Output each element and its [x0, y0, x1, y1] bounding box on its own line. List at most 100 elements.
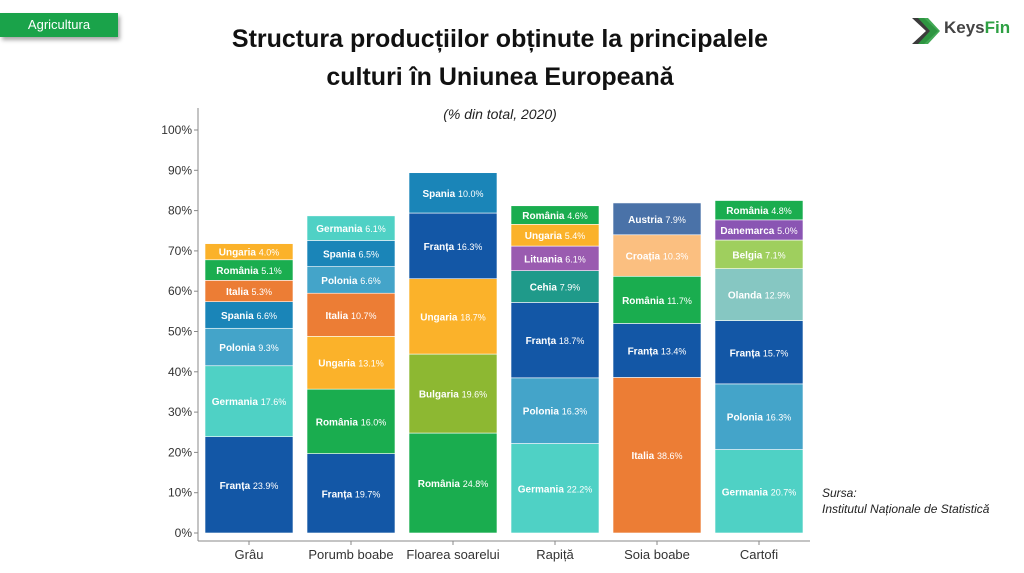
segment-value: 16.0% [361, 417, 387, 427]
bar-segment-label: Polonia 6.6% [321, 276, 380, 287]
bar-segment [510, 245, 600, 271]
segment-country: Ungaria [525, 231, 565, 242]
bar-segment-label: Ungaria 5.4% [525, 231, 586, 242]
bar-segment [510, 205, 600, 225]
segment-value: 6.1% [565, 254, 586, 264]
segment-value: 4.6% [567, 211, 588, 221]
segment-country: Belgia [732, 250, 765, 261]
bar-segment-label: România 5.1% [216, 266, 282, 277]
bar-segment [204, 301, 294, 329]
bar-segment-label: Croația 10.3% [626, 252, 689, 263]
bar-segment-label: Lituania 6.1% [524, 254, 586, 265]
segment-value: 16.3% [766, 413, 792, 423]
segment-country: Germania [518, 484, 567, 495]
segment-country: Germania [316, 224, 365, 235]
segment-country: Austria [628, 215, 665, 226]
segment-country: România [216, 266, 261, 277]
bar-segment [714, 268, 804, 321]
bar-segment [408, 172, 498, 214]
bar-segment-label: Belgia 7.1% [732, 250, 785, 261]
segment-country: Ungaria [219, 248, 259, 259]
bar-segment [612, 275, 702, 324]
source-label: Sursa: [822, 486, 857, 500]
segment-country: Spania [422, 189, 458, 200]
bar-segment-label: România 24.8% [418, 479, 489, 490]
y-tick-label: 0% [175, 526, 193, 540]
bar-segment [714, 383, 804, 450]
segment-value: 6.1% [365, 224, 386, 234]
bar-segment [204, 243, 294, 261]
y-tick-label: 70% [168, 244, 192, 258]
bar-segment-label: Germania 20.7% [722, 487, 796, 498]
bar-segment-label: Franța 23.9% [220, 481, 279, 492]
segment-country: Lituania [524, 254, 565, 265]
bar-segment [510, 302, 600, 379]
segment-country: Polonia [219, 343, 258, 354]
segment-country: Franța [220, 481, 253, 492]
bar-segment-label: Franța 15.7% [730, 348, 789, 359]
segment-country: România [522, 211, 567, 222]
bar-segment-label: Franța 13.4% [628, 346, 687, 357]
segment-value: 23.9% [253, 481, 279, 491]
bar-segment-label: Cehia 7.9% [530, 283, 581, 294]
segment-value: 18.7% [460, 312, 486, 322]
bar-segment [714, 200, 804, 221]
segment-country: Franța [628, 346, 661, 357]
bar-segment-label: Ungaria 4.0% [219, 248, 280, 259]
segment-value: 5.4% [565, 231, 586, 241]
bar-segment-label: România 4.6% [522, 211, 588, 222]
segment-value: 7.9% [560, 283, 581, 293]
bar-segment-label: Danemarca 5.0% [720, 226, 797, 237]
segment-country: România [726, 206, 771, 217]
segment-value: 22.2% [567, 484, 593, 494]
bar-segment-label: Spania 6.6% [221, 311, 277, 322]
segment-value: 7.1% [765, 250, 786, 260]
bar-segment [408, 432, 498, 534]
bar-segment-label: Polonia 16.3% [523, 407, 587, 418]
bar-segment [510, 270, 600, 303]
segment-value: 11.7% [667, 296, 692, 306]
segment-value: 19.7% [355, 489, 381, 499]
segment-value: 5.1% [261, 266, 282, 276]
bar-segment [612, 234, 702, 277]
segment-country: Polonia [523, 407, 562, 418]
x-category-label: Floarea soarelui [406, 547, 499, 562]
bar-segment [408, 278, 498, 355]
segment-value: 17.6% [261, 397, 287, 407]
segment-country: Olanda [728, 291, 765, 302]
segment-country: Spania [221, 311, 257, 322]
segment-value: 6.5% [359, 250, 380, 260]
bar-segment [714, 449, 804, 534]
segment-country: Polonia [727, 413, 766, 424]
segment-value: 9.3% [258, 343, 279, 353]
segment-value: 20.7% [771, 487, 797, 497]
bar-segment-label: Ungaria 18.7% [420, 312, 486, 323]
segment-value: 5.3% [252, 287, 273, 297]
chart-title: Structura producțiilor obținute la princ… [180, 20, 820, 96]
bar-segment-label: Germania 6.1% [316, 224, 385, 235]
segment-value: 7.9% [665, 215, 686, 225]
bar-segment-label: Germania 17.6% [212, 397, 286, 408]
segment-value: 15.7% [763, 348, 789, 358]
bar-segment [612, 323, 702, 378]
bar-segment-label: Olanda 12.9% [728, 291, 790, 302]
bar-segment-label: Bulgaria 19.6% [419, 390, 487, 401]
keysfin-logo: KeysFin [910, 14, 1020, 46]
bar-segment-label: Spania 6.5% [323, 250, 379, 261]
bar-segment [408, 212, 498, 280]
y-tick-label: 10% [168, 486, 192, 500]
segment-value: 4.8% [771, 206, 792, 216]
segment-country: Croația [626, 252, 663, 263]
segment-country: Ungaria [318, 359, 358, 370]
bar-segment [306, 388, 396, 454]
x-category-label: Soia boabe [624, 547, 690, 562]
segment-country: Germania [722, 487, 771, 498]
keysfin-logo-icon [912, 18, 940, 44]
segment-value: 4.0% [259, 248, 280, 258]
segment-country: Italia [226, 287, 252, 298]
bar-segment [306, 266, 396, 294]
segment-country: România [622, 296, 667, 307]
bar-segment [306, 453, 396, 534]
x-category-label: Rapiță [536, 547, 574, 562]
bar-segment-label: Italia 5.3% [226, 287, 272, 298]
